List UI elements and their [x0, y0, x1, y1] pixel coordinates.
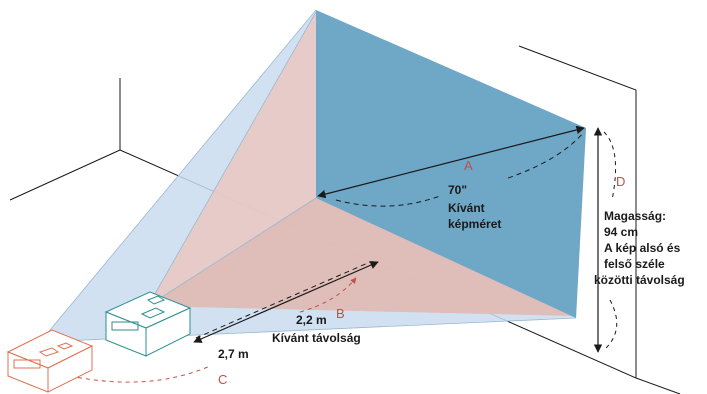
height-line5: közötti távolság: [594, 273, 685, 287]
label-d: D: [616, 174, 625, 189]
near-distance-dashed: [299, 277, 357, 313]
floor-left-line: [9, 149, 121, 201]
height-line4: felső széle: [604, 257, 665, 271]
far-projector-dashed: [69, 365, 211, 383]
far-distance-text: 2,7 m: [218, 347, 249, 361]
height-line1: Magasság:: [604, 209, 666, 223]
diagonal-dashed-right: [507, 131, 585, 179]
diagonal-size-text: 70": [448, 183, 467, 197]
right-wall-top-line: [518, 45, 637, 91]
right-wall-floor-line: [635, 377, 681, 394]
diagonal-caption-line2: képméret: [448, 217, 501, 231]
height-line2: 94 cm: [604, 225, 638, 239]
far-distance-dashed: [195, 261, 371, 339]
diagonal-arrow: [317, 125, 585, 199]
near-projector: [104, 291, 192, 357]
height-dashed-bottom: [603, 299, 618, 351]
near-distance-text: 2,2 m: [296, 313, 327, 327]
distance-caption-text: Kívánt távolság: [272, 331, 361, 345]
label-b: B: [336, 306, 345, 321]
diagonal-caption-line1: Kívánt: [448, 201, 485, 215]
height-dashed-top: [603, 131, 617, 201]
far-distance-arrow: [193, 261, 379, 343]
height-line3: A kép alsó és: [604, 241, 681, 255]
label-a: A: [464, 158, 473, 173]
label-c: C: [218, 372, 227, 387]
diagonal-dashed-left: [335, 195, 441, 207]
far-projector: [6, 329, 94, 393]
